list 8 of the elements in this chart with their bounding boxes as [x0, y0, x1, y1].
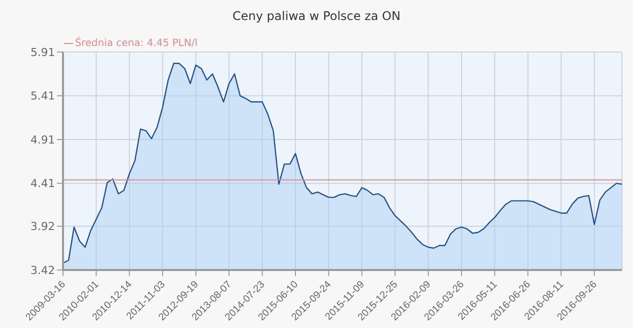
y-tick-label: 5.91 [30, 46, 55, 59]
y-tick-label: 4.91 [30, 133, 55, 146]
y-tick-label: 3.92 [30, 220, 55, 234]
y-tick-label: 3.42 [30, 264, 55, 277]
y-tick-label: 5.41 [30, 90, 55, 103]
chart-title: Ceny paliwa w Polsce za ON [232, 9, 402, 23]
y-tick-label: 4.41 [30, 177, 55, 190]
ref-line-label: Średnia cena: 4.45 PLN/l [74, 38, 198, 49]
